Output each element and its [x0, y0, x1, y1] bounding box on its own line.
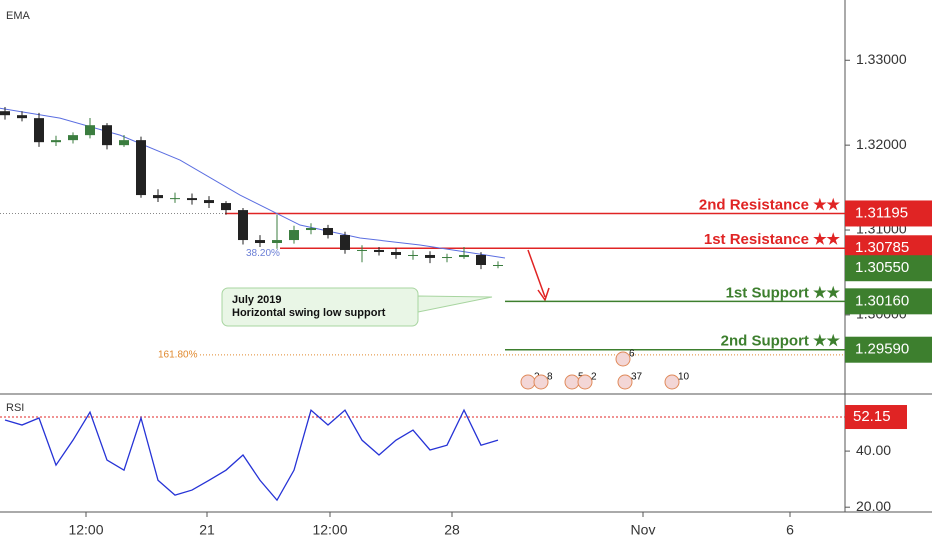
- candle-body: [493, 264, 503, 266]
- candle-body: [408, 254, 418, 256]
- x-tick-label: Nov: [631, 522, 656, 538]
- rsi-line: [4, 408, 499, 502]
- x-tick-label: 12:00: [312, 522, 347, 538]
- annotation-pointer: [417, 295, 493, 313]
- price-panel-title: EMA: [6, 10, 31, 22]
- candle-body: [102, 125, 112, 146]
- y-tick-label: 1.33000: [856, 51, 907, 67]
- rsi-panel-title: RSI: [6, 402, 24, 414]
- level-name: 1st Support ★★: [726, 284, 841, 301]
- candle-body: [272, 240, 282, 244]
- candle-body: [221, 203, 231, 211]
- level-name: 2nd Support ★★: [721, 333, 841, 350]
- x-tick-label: 21: [199, 522, 215, 538]
- event-count: 8: [547, 372, 553, 383]
- level-name: 2nd Resistance ★★: [699, 196, 841, 213]
- level-name: 1st Resistance ★★: [704, 231, 841, 248]
- arrow: [527, 249, 546, 298]
- candle-body: [289, 230, 299, 241]
- arrow-head: [537, 287, 550, 302]
- price-tag: [845, 288, 932, 315]
- candle-body: [68, 135, 78, 141]
- candle-body: [34, 118, 44, 143]
- event-count: 37: [631, 372, 643, 383]
- y-tick-label: 1.32000: [856, 136, 907, 152]
- candle-body: [170, 198, 180, 200]
- event-count: 6: [629, 349, 635, 360]
- annotation-line: July 2019: [232, 294, 282, 306]
- rsi-tag-label: 52.15: [853, 408, 891, 425]
- candle-body: [51, 140, 61, 143]
- price-tag-label: 1.31195: [855, 204, 908, 221]
- candle-body: [255, 240, 265, 244]
- fib-label: 38.20%: [246, 248, 280, 259]
- candle-body: [153, 195, 163, 199]
- annotation-line: Horizontal swing low support: [232, 307, 386, 319]
- fib-label: 161.80%: [158, 350, 198, 361]
- y-tick-label: 40.00: [856, 442, 891, 458]
- price-tag: [845, 200, 932, 227]
- candle-body: [357, 249, 367, 251]
- x-tick-label: 28: [444, 522, 460, 538]
- candle-body: [17, 115, 27, 119]
- candle-body: [136, 140, 146, 196]
- candle-body: [374, 249, 384, 253]
- event-icon: [664, 374, 680, 390]
- event-icon: [577, 374, 593, 390]
- current-price-label: 1.30550: [855, 259, 909, 276]
- event-count: 10: [678, 372, 690, 383]
- x-tick-label: 12:00: [68, 522, 103, 538]
- candle-body: [85, 125, 95, 136]
- candle-body: [340, 235, 350, 250]
- x-tick-label: 6: [786, 522, 794, 538]
- event-icon: [533, 374, 549, 390]
- candle-body: [119, 140, 129, 146]
- candle-body: [187, 198, 197, 201]
- candle-body: [0, 111, 10, 116]
- event-icon: [564, 374, 580, 390]
- event-icon: [520, 374, 536, 390]
- candle-body: [323, 227, 333, 236]
- candle-body: [459, 254, 469, 258]
- candle-body: [391, 252, 401, 255]
- event-icon: [617, 374, 633, 390]
- y-tick-label: 20.00: [856, 498, 891, 514]
- candle-body: [306, 227, 316, 231]
- price-tag-label: 1.30785: [855, 239, 909, 256]
- ema-line: [0, 107, 506, 259]
- price-tag-label: 1.30160: [855, 292, 909, 309]
- price-tag: [845, 336, 932, 363]
- rsi-tag: [845, 405, 907, 430]
- candle-body: [476, 254, 486, 265]
- event-icon: [615, 351, 631, 367]
- candle-body: [204, 200, 214, 204]
- event-count: 2: [591, 372, 597, 383]
- current-price-tag: [845, 255, 932, 282]
- candle-body: [425, 254, 435, 258]
- candle-body: [442, 257, 452, 259]
- candle-body: [238, 210, 248, 241]
- price-tag-label: 1.29590: [855, 341, 909, 358]
